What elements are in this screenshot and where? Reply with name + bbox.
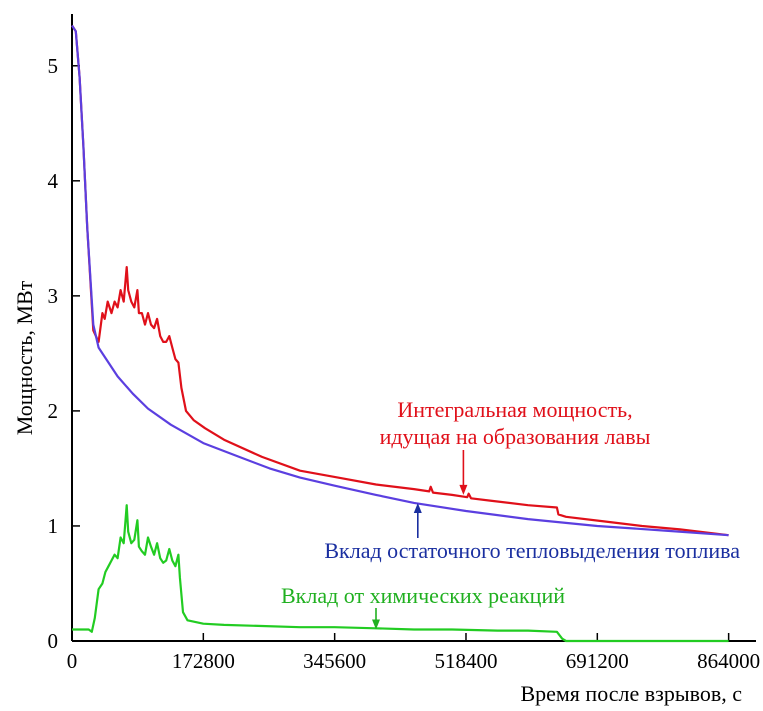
- x-tick-label: 518400: [434, 649, 497, 673]
- x-axis-label: Время после взрывов, с: [520, 681, 742, 706]
- y-tick-label: 1: [48, 514, 59, 538]
- annotation-arrowhead-residual: [413, 502, 422, 513]
- series-line-chemical: [72, 504, 729, 643]
- series-layer: [71, 24, 729, 643]
- y-axis-label: Мощность, МВт: [12, 280, 37, 435]
- annotations: Интегральная мощность, идущая на образова…: [281, 397, 740, 630]
- x-tick-label: 0: [67, 649, 78, 673]
- series-line-residual: [71, 24, 729, 537]
- x-tick-label: 864000: [697, 649, 760, 673]
- x-tick-label: 345600: [303, 649, 366, 673]
- annotation-residual: Вклад остаточного тепловыделения топлива: [324, 538, 740, 563]
- annotation-chemical: Вклад от химических реакций: [281, 583, 565, 608]
- series-line-integral: [71, 24, 729, 537]
- y-ticks: 0 1 2 3 4 5: [48, 54, 80, 653]
- y-tick-label: 2: [48, 399, 59, 423]
- y-tick-label: 3: [48, 284, 59, 308]
- annotation-arrowhead-integral: [459, 484, 468, 495]
- x-ticks: 0 172800 345600 518400 691200 864000: [67, 633, 760, 673]
- y-tick-label: 5: [48, 54, 59, 78]
- x-tick-label: 691200: [566, 649, 629, 673]
- annotation-arrowhead-chemical: [372, 619, 380, 630]
- y-tick-label: 4: [48, 169, 59, 193]
- x-tick-label: 172800: [172, 649, 235, 673]
- annotation-integral: Интегральная мощность, идущая на образова…: [380, 397, 651, 449]
- y-tick-label: 0: [48, 629, 59, 653]
